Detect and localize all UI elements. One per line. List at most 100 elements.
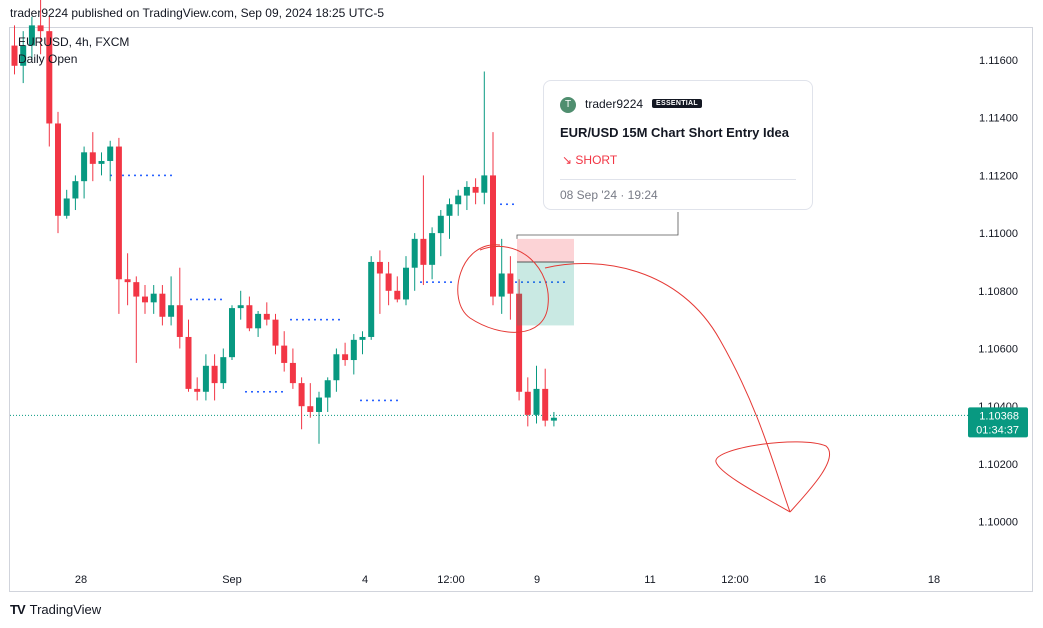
- time-tick-label: 11: [644, 574, 655, 586]
- daily-open-dot: [314, 318, 316, 321]
- daily-open-dot: [527, 281, 529, 283]
- candle-body: [368, 261, 375, 337]
- candle-body: [142, 296, 148, 303]
- daily-open-dot: [450, 281, 452, 283]
- candle-body: [472, 186, 479, 193]
- candle-body: [159, 293, 166, 317]
- candle-body: [342, 354, 349, 361]
- tradingview-brand[interactable]: TV TradingView: [10, 602, 101, 617]
- daily-open-dot: [170, 174, 172, 177]
- daily-open-dot: [308, 318, 310, 321]
- candle-body: [202, 365, 209, 392]
- tradingview-logo-icon: TV: [10, 602, 26, 617]
- price-tick-label: 1.10800: [978, 286, 1018, 298]
- daily-open-dot: [326, 318, 328, 321]
- candle-body: [81, 152, 88, 182]
- candle-body: [550, 417, 557, 421]
- daily-open-dot: [146, 174, 148, 177]
- daily-open-dot: [122, 174, 124, 177]
- time-axis: 28 Sep 4 12:00 9 11 12:00 16 18: [75, 574, 940, 586]
- daily-open-dot: [190, 298, 192, 301]
- candle-body: [359, 336, 366, 340]
- candle-body: [403, 267, 409, 300]
- daily-open-dot: [557, 281, 559, 283]
- price-axis: 1.11600 1.11400 1.11200 1.11000 1.10800 1.106…: [968, 55, 1028, 529]
- daily-open-dot: [563, 281, 565, 283]
- candle-body: [316, 397, 322, 412]
- candle-body: [463, 186, 470, 196]
- daily-open-dot: [140, 174, 142, 177]
- candle-body: [411, 238, 418, 268]
- card-divider: [560, 179, 796, 180]
- candle-body: [211, 365, 218, 384]
- daily-open-dot: [220, 298, 222, 301]
- daily-open-dot: [202, 298, 204, 301]
- price-tick-label: 1.10600: [978, 344, 1018, 356]
- daily-open-dot: [332, 318, 334, 321]
- candle-body: [324, 380, 331, 398]
- candle-body: [115, 146, 122, 280]
- candle-body: [150, 293, 157, 303]
- daily-open-dot: [384, 399, 386, 402]
- time-tick-label: 12:00: [437, 574, 465, 586]
- candle-body: [20, 45, 27, 66]
- candle-body: [490, 175, 496, 297]
- candle-body: [133, 282, 140, 297]
- candle-body: [37, 25, 44, 32]
- daily-open-dot: [158, 174, 160, 177]
- stop-zone: [517, 238, 574, 262]
- idea-card[interactable]: T trader9224 ESSENTIAL EUR/USD 15M Chart…: [543, 80, 813, 210]
- daily-open-dot: [152, 174, 154, 177]
- daily-open-dot: [390, 399, 392, 402]
- countdown-label: 01:34:37: [976, 424, 1019, 436]
- plan-badge: ESSENTIAL: [652, 99, 702, 108]
- candle-body: [394, 290, 401, 300]
- candle-body: [46, 31, 53, 124]
- indicator-legend[interactable]: Daily Open: [18, 52, 78, 66]
- daily-open-dot: [515, 281, 517, 283]
- daily-open-dot: [438, 281, 440, 283]
- candle-body: [524, 391, 531, 415]
- arrow-down-right-icon: ↘: [562, 153, 573, 167]
- idea-date: 08 Sep '24 · 19:24: [560, 188, 658, 202]
- candle-body: [237, 305, 244, 309]
- author-avatar[interactable]: T: [560, 97, 576, 113]
- candle-body: [107, 146, 114, 161]
- daily-open-dot: [257, 390, 259, 393]
- price-tick-label: 1.11200: [979, 170, 1018, 182]
- candle-body: [298, 383, 305, 407]
- price-tick-label: 1.10000: [978, 517, 1018, 529]
- arrowhead-loop: [715, 441, 831, 513]
- hand-drawn-annotation: [457, 244, 831, 513]
- brand-name: TradingView: [29, 602, 102, 617]
- candle-body: [11, 45, 18, 66]
- author-name[interactable]: trader9224: [585, 97, 644, 111]
- time-tick-label: 12:00: [721, 574, 749, 586]
- candle-body: [263, 313, 270, 320]
- candle-body: [437, 215, 444, 234]
- time-tick-label: Sep: [222, 574, 242, 586]
- candle-body: [533, 388, 540, 415]
- publish-header: trader9224 published on TradingView.com,…: [10, 6, 385, 20]
- candle-body: [168, 305, 175, 317]
- daily-open-dot: [366, 399, 368, 402]
- candle-body: [229, 308, 235, 358]
- candle-body: [98, 160, 105, 164]
- daily-open-dot: [196, 298, 198, 301]
- candle-body: [124, 279, 131, 283]
- daily-open-dot: [302, 318, 304, 321]
- daily-open-dot: [164, 174, 166, 177]
- candle-body: [72, 181, 79, 199]
- daily-open-dot: [444, 281, 446, 283]
- symbol-legend[interactable]: EURUSD, 4h, FXCM: [18, 35, 130, 49]
- idea-title[interactable]: EUR/USD 15M Chart Short Entry Idea: [560, 125, 789, 140]
- daily-open-dot: [251, 390, 253, 393]
- daily-open-dot: [432, 281, 434, 283]
- daily-open-dot: [263, 390, 265, 393]
- candle-body: [507, 273, 514, 294]
- daily-open-dot: [533, 281, 535, 283]
- daily-open-dot: [269, 390, 271, 393]
- daily-open-dot: [360, 399, 362, 402]
- short-position-tool: [516, 212, 679, 326]
